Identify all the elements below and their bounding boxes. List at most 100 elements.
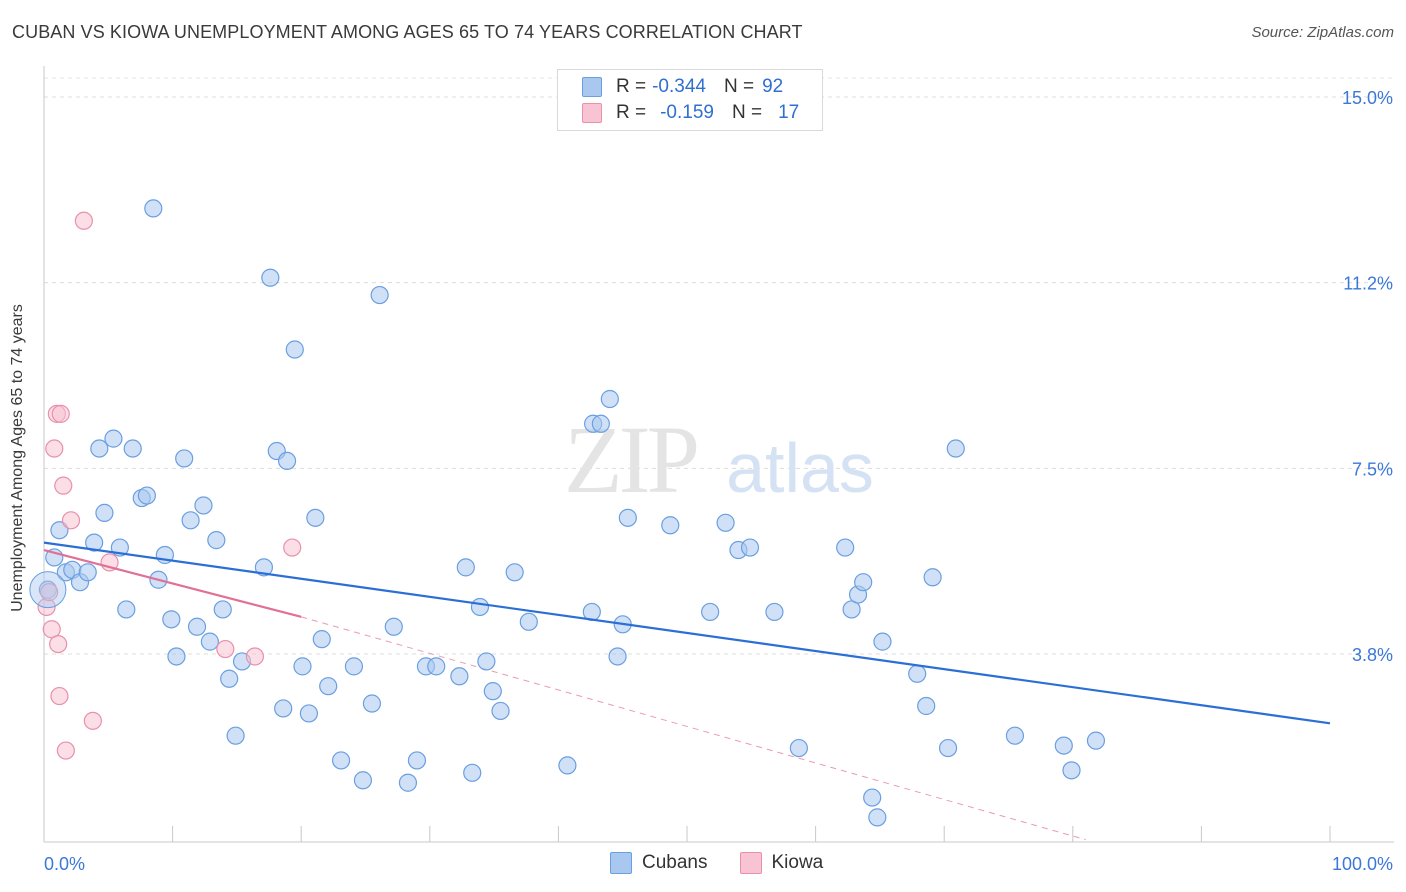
point-kiowa <box>51 404 70 423</box>
point-cubans <box>519 612 538 631</box>
point-cubans <box>299 704 319 723</box>
point-cubans <box>175 449 194 468</box>
point-cubans <box>254 558 274 577</box>
point-cubans <box>306 508 325 527</box>
point-kiowa <box>283 538 302 557</box>
point-cubans <box>167 647 186 666</box>
point-kiowa <box>83 711 102 730</box>
chart-title: CUBAN VS KIOWA UNEMPLOYMENT AMONG AGES 6… <box>12 22 803 42</box>
point-kiowa <box>61 511 81 530</box>
point-cubans <box>207 531 226 550</box>
x-tick-label: 0.0% <box>44 854 85 874</box>
series-legend: Cubans Kiowa <box>610 852 855 874</box>
point-cubans <box>608 647 627 666</box>
y-tick-label: 11.2% <box>1343 274 1393 294</box>
trendline-kiowa <box>43 548 302 618</box>
point-cubans <box>226 726 245 745</box>
legend-swatch-kiowa <box>582 103 602 123</box>
point-cubans <box>505 563 524 582</box>
watermark-zip: ZIP <box>564 406 697 513</box>
point-cubans <box>78 563 97 582</box>
point-cubans <box>1054 736 1073 755</box>
point-cubans <box>104 429 123 448</box>
point-cubans <box>331 751 351 770</box>
point-cubans <box>765 602 784 622</box>
point-cubans <box>50 521 69 540</box>
series-label-cubans: Cubans <box>642 852 708 873</box>
point-cubans <box>456 558 475 577</box>
point-cubans <box>491 701 510 721</box>
point-cubans <box>285 340 304 359</box>
series-label-kiowa: Kiowa <box>771 852 824 873</box>
legend-n-label: N = <box>723 76 755 97</box>
point-cubans <box>863 788 882 807</box>
point-cubans <box>600 389 619 409</box>
legend-row-kiowa: R = -0.159 N = 17 <box>582 101 799 125</box>
legend-swatch-cubans <box>582 77 602 97</box>
point-cubans <box>200 632 219 651</box>
y-tick-label: 15.0% <box>1342 88 1393 108</box>
point-cubans <box>854 573 873 592</box>
point-cubans <box>1005 726 1025 745</box>
point-cubans <box>591 414 610 433</box>
point-cubans <box>938 738 958 758</box>
legend-n-label: N = <box>731 102 763 123</box>
point-kiowa <box>245 647 265 666</box>
point-cubans <box>261 268 280 287</box>
point-cubans <box>1086 731 1106 750</box>
point-cubans <box>483 682 502 701</box>
point-kiowa <box>50 686 69 706</box>
trendline-ext-kiowa <box>301 616 1086 841</box>
point-cubans <box>293 657 312 676</box>
point-cubans <box>908 664 927 683</box>
point-cubans <box>95 503 114 522</box>
point-kiowa <box>216 639 235 659</box>
source-label: Source: ZipAtlas.com <box>1251 24 1394 41</box>
y-tick-label: 3.8% <box>1352 645 1393 665</box>
point-cubans <box>716 513 735 532</box>
x-tick-label: 100.0% <box>1332 854 1393 874</box>
point-cubans <box>427 657 446 676</box>
point-cubans <box>873 632 892 651</box>
point-cubans <box>187 617 207 636</box>
point-cubans <box>477 652 496 671</box>
point-cubans <box>868 808 887 827</box>
series-swatch-kiowa <box>739 852 762 874</box>
point-kiowa <box>45 439 64 458</box>
point-cubans <box>618 508 637 527</box>
point-cubans <box>117 600 136 619</box>
point-cubans <box>701 602 720 622</box>
point-cubans <box>450 667 469 686</box>
series-legend-cubans[interactable]: Cubans <box>610 852 708 874</box>
point-cubans <box>274 699 293 718</box>
y-tick-label: 7.5% <box>1352 459 1393 479</box>
point-cubans <box>923 568 942 587</box>
legend-r-label: R = <box>616 76 647 97</box>
point-cubans <box>558 756 577 775</box>
legend-r-value: -0.159 <box>660 102 714 123</box>
legend-n-value: 92 <box>762 76 784 97</box>
point-kiowa <box>56 741 75 760</box>
point-cubans <box>407 751 427 770</box>
point-kiowa <box>74 211 93 230</box>
point-cubans <box>213 600 232 619</box>
legend-row-cubans: R = -0.344 N = 92 <box>582 75 783 99</box>
point-cubans <box>384 617 403 636</box>
point-cubans <box>370 285 389 305</box>
point-cubans <box>836 538 855 557</box>
point-kiowa <box>49 634 68 654</box>
point-cubans <box>398 773 418 792</box>
point-cubans <box>123 439 142 458</box>
point-cubans <box>470 597 490 617</box>
point-cubans <box>144 199 163 218</box>
point-cubans-large <box>29 571 67 609</box>
point-cubans <box>362 694 382 713</box>
point-kiowa <box>54 476 73 495</box>
correlation-legend: R = -0.344 N = 92 R = -0.159 N = 17 <box>557 69 823 131</box>
point-cubans <box>137 486 156 505</box>
series-legend-kiowa[interactable]: Kiowa <box>739 852 824 874</box>
point-cubans <box>740 538 760 557</box>
point-cubans <box>181 511 200 530</box>
point-cubans <box>463 763 482 782</box>
